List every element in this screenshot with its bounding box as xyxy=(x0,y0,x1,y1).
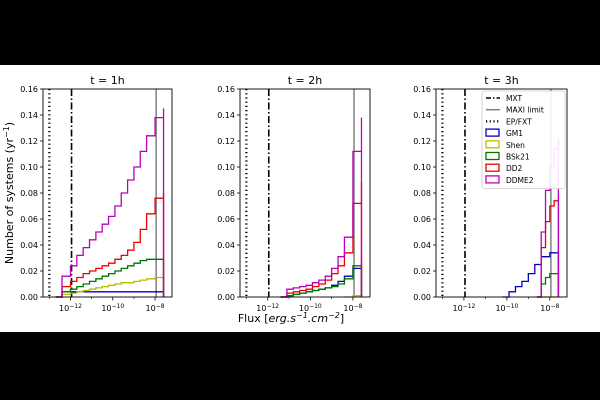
legend-swatch xyxy=(485,151,500,161)
x-axis-label: Flux [erg.s−1.cm−2] xyxy=(238,311,344,326)
legend-box xyxy=(481,90,566,189)
y-tick-label: 0.08 xyxy=(413,189,431,198)
panel-title: t = 1h xyxy=(90,74,125,87)
legend-label: MXT xyxy=(506,94,522,103)
legend-item: DD2 xyxy=(485,163,523,173)
legend-item: GM1 xyxy=(485,128,523,138)
x-tick-label: 10−10 xyxy=(101,303,124,314)
panel-title: t = 2h xyxy=(288,74,323,87)
series-dd2-line xyxy=(280,182,363,298)
legend-swatch xyxy=(485,175,500,184)
series-bsk21-line xyxy=(280,263,363,298)
legend-item: EP/FXT xyxy=(486,117,532,126)
x-tick-label: 10−8 xyxy=(540,303,559,314)
y-tick-label: 0.12 xyxy=(217,137,235,146)
series-ddme2-line xyxy=(55,108,165,298)
y-tick-label: 0.06 xyxy=(217,215,235,224)
legend-label: DDME2 xyxy=(506,176,534,185)
y-tick-label: 0.10 xyxy=(413,163,431,172)
legend-item: BSk21 xyxy=(485,151,530,162)
x-tick-label: 10−10 xyxy=(495,303,518,314)
y-tick-label: 0.10 xyxy=(20,163,38,172)
series-gm1-line xyxy=(502,252,560,298)
panel-2: t = 2h 0.00 0.02 0.04 0.06 0.08 0.10 0.12 0.14 0.… xyxy=(217,74,371,314)
y-tick-label: 0.02 xyxy=(217,267,235,276)
y-tick-label: 0.14 xyxy=(217,111,235,120)
series-bsk21-line xyxy=(55,258,165,298)
x-tick-label: 10−10 xyxy=(299,303,322,314)
legend-label: MAXI limit xyxy=(506,106,544,115)
x-tick-label: 10−12 xyxy=(256,303,279,314)
series-dd2-line xyxy=(55,193,165,298)
y-tick-label: 0.04 xyxy=(20,241,38,250)
y-tick-label: 0.08 xyxy=(20,189,38,198)
y-tick-label: 0.16 xyxy=(217,85,235,94)
y-tick-label: 0.02 xyxy=(20,267,38,276)
legend-item: Shen xyxy=(485,140,525,150)
y-tick-label: 0.04 xyxy=(413,241,431,250)
legend-swatch xyxy=(485,128,500,137)
y-tick-label: 0.12 xyxy=(413,137,431,146)
y-axis-label: Number of systems (yr−1) xyxy=(2,122,17,264)
plot-frame xyxy=(435,88,568,298)
x-tick-label: 10−8 xyxy=(146,303,165,314)
legend-item: DDME2 xyxy=(485,175,534,185)
series-shen-line xyxy=(55,276,165,298)
legend-item: MXT xyxy=(486,94,522,103)
panel-1: t = 1h 0.00 0.02 0.04 0.06 0.08 0.10 0.12 0.14 0.… xyxy=(20,74,173,314)
y-tick-label: 0.14 xyxy=(20,111,38,120)
legend-item: MAXI limit xyxy=(486,106,544,115)
y-tick-label: 0.08 xyxy=(217,189,235,198)
y-tick-label: 0.16 xyxy=(20,85,38,94)
y-tick-label: 0.06 xyxy=(20,215,38,224)
series-ddme2-line xyxy=(280,117,363,298)
y-tick-label: 0.02 xyxy=(413,267,431,276)
legend-swatch xyxy=(485,140,500,149)
plot-frame xyxy=(42,88,173,298)
y-tick-label: 0.00 xyxy=(217,293,235,302)
y-tick-label: 0.06 xyxy=(413,215,431,224)
x-tick-label: 10−8 xyxy=(343,303,362,314)
legend-swatch xyxy=(485,163,500,172)
x-tick-label: 10−12 xyxy=(452,303,475,314)
y-tick-label: 0.00 xyxy=(413,293,431,302)
legend-label: EP/FXT xyxy=(506,117,532,126)
y-tick-label: 0.04 xyxy=(217,241,235,250)
y-tick-label: 0.10 xyxy=(217,163,235,172)
legend-label: GM1 xyxy=(506,129,523,138)
plot-frame xyxy=(239,88,371,298)
y-tick-label: 0.12 xyxy=(20,137,38,146)
y-tick-label: 0.14 xyxy=(413,111,431,120)
legend-label: Shen xyxy=(506,141,525,150)
legend-label: BSk21 xyxy=(506,153,530,162)
legend-label: DD2 xyxy=(506,164,523,173)
legend: MXT MAXI limit EP/FXT GM1 Shen BSk21 DD2 DDME2 xyxy=(481,90,566,189)
panel-title: t = 3h xyxy=(484,74,519,87)
y-tick-label: 0.16 xyxy=(413,85,431,94)
x-tick-label: 10−12 xyxy=(59,303,82,314)
y-tick-label: 0.00 xyxy=(20,293,38,302)
